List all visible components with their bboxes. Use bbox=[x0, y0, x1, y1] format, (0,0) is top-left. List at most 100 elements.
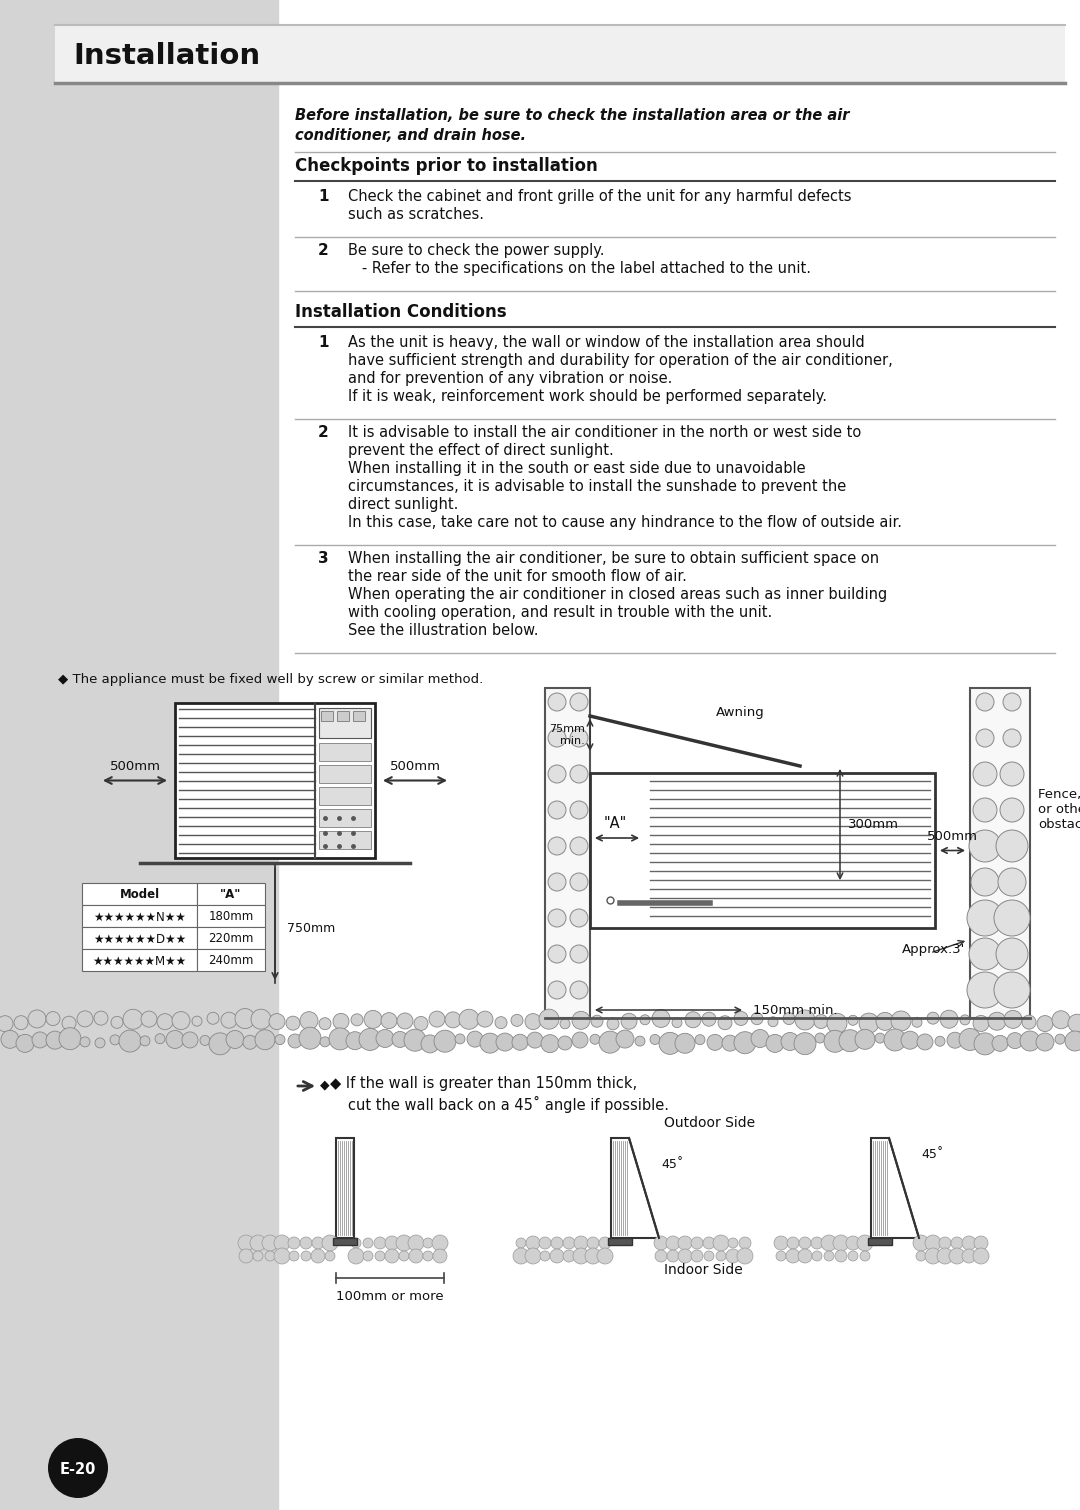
Circle shape bbox=[527, 1033, 543, 1048]
Circle shape bbox=[927, 1012, 939, 1024]
Text: Before installation, be sure to check the installation area or the air: Before installation, be sure to check th… bbox=[295, 109, 850, 122]
Circle shape bbox=[141, 1012, 157, 1027]
Circle shape bbox=[558, 1036, 572, 1049]
Circle shape bbox=[539, 1009, 559, 1030]
Circle shape bbox=[249, 1235, 266, 1250]
Circle shape bbox=[526, 1237, 540, 1250]
Circle shape bbox=[860, 1250, 870, 1261]
Circle shape bbox=[235, 1009, 255, 1028]
Circle shape bbox=[718, 1016, 732, 1030]
Circle shape bbox=[548, 800, 566, 818]
Circle shape bbox=[777, 1250, 786, 1261]
Circle shape bbox=[848, 1015, 858, 1025]
Circle shape bbox=[322, 1235, 338, 1250]
Circle shape bbox=[511, 1015, 523, 1027]
Circle shape bbox=[937, 1247, 953, 1264]
Circle shape bbox=[734, 1012, 748, 1025]
Circle shape bbox=[540, 1250, 550, 1261]
Circle shape bbox=[459, 1009, 480, 1030]
Circle shape bbox=[973, 1015, 989, 1031]
Circle shape bbox=[62, 1016, 76, 1030]
Circle shape bbox=[570, 982, 588, 1000]
Circle shape bbox=[976, 693, 994, 711]
Circle shape bbox=[445, 1012, 461, 1028]
Circle shape bbox=[384, 1249, 399, 1262]
Text: Check the cabinet and front grille of the unit for any harmful defects: Check the cabinet and front grille of th… bbox=[348, 189, 851, 204]
Circle shape bbox=[77, 1010, 93, 1027]
Circle shape bbox=[783, 1013, 795, 1025]
Circle shape bbox=[924, 1247, 941, 1264]
Bar bbox=[319, 809, 372, 827]
Circle shape bbox=[994, 972, 1030, 1009]
Circle shape bbox=[570, 729, 588, 747]
Circle shape bbox=[713, 1235, 729, 1250]
Text: 100mm or more: 100mm or more bbox=[336, 1290, 444, 1303]
Circle shape bbox=[301, 1250, 311, 1261]
Circle shape bbox=[786, 1249, 800, 1262]
Circle shape bbox=[262, 1235, 278, 1250]
Circle shape bbox=[495, 1016, 507, 1028]
Circle shape bbox=[243, 1036, 257, 1049]
Text: ★★★★★★D★★: ★★★★★★D★★ bbox=[93, 933, 186, 945]
Circle shape bbox=[329, 1028, 351, 1049]
Circle shape bbox=[827, 1013, 847, 1033]
Circle shape bbox=[374, 1237, 386, 1249]
Circle shape bbox=[548, 873, 566, 891]
Circle shape bbox=[348, 1247, 364, 1264]
Circle shape bbox=[696, 1034, 705, 1045]
Circle shape bbox=[548, 766, 566, 784]
Circle shape bbox=[1055, 1034, 1065, 1045]
Bar bbox=[82, 904, 197, 927]
Circle shape bbox=[238, 1235, 254, 1250]
Circle shape bbox=[157, 1013, 173, 1030]
Text: Installation: Installation bbox=[73, 42, 260, 69]
Circle shape bbox=[123, 1009, 143, 1030]
Circle shape bbox=[210, 1033, 231, 1055]
Circle shape bbox=[988, 1012, 1005, 1030]
Circle shape bbox=[967, 900, 1003, 936]
Circle shape bbox=[650, 1034, 660, 1045]
Circle shape bbox=[935, 1036, 945, 1046]
Circle shape bbox=[1068, 1015, 1080, 1033]
Circle shape bbox=[704, 1250, 714, 1261]
Bar bbox=[197, 948, 265, 971]
Circle shape bbox=[859, 1013, 879, 1033]
Circle shape bbox=[917, 1034, 933, 1049]
Text: When operating the air conditioner in closed areas such as inner building: When operating the air conditioner in cl… bbox=[348, 587, 888, 602]
Circle shape bbox=[1000, 797, 1024, 821]
Bar bbox=[319, 743, 372, 761]
Circle shape bbox=[275, 1034, 285, 1045]
Circle shape bbox=[590, 1034, 600, 1045]
Text: ◆: ◆ bbox=[320, 1078, 329, 1092]
Circle shape bbox=[994, 900, 1030, 936]
Circle shape bbox=[513, 1247, 529, 1264]
Text: Awning: Awning bbox=[716, 707, 765, 719]
Text: Fence, wall
or other
obstacle: Fence, wall or other obstacle bbox=[1038, 788, 1080, 831]
Text: conditioner, and drain hose.: conditioner, and drain hose. bbox=[295, 128, 526, 143]
Circle shape bbox=[384, 1237, 399, 1250]
Circle shape bbox=[967, 972, 1003, 1009]
Text: circumstances, it is advisable to install the sunshade to prevent the: circumstances, it is advisable to instal… bbox=[348, 479, 847, 494]
Text: Indoor Side: Indoor Side bbox=[664, 1262, 743, 1277]
Circle shape bbox=[363, 1238, 373, 1247]
Text: ◆ The appliance must be fixed well by screw or similar method.: ◆ The appliance must be fixed well by sc… bbox=[58, 673, 483, 686]
Circle shape bbox=[795, 1010, 815, 1030]
Circle shape bbox=[570, 909, 588, 927]
Circle shape bbox=[119, 1030, 141, 1052]
Circle shape bbox=[319, 1018, 330, 1030]
Bar bbox=[319, 831, 372, 849]
Bar bbox=[590, 773, 935, 929]
Circle shape bbox=[951, 1237, 963, 1249]
Circle shape bbox=[299, 1027, 321, 1049]
Bar bbox=[55, 26, 1065, 83]
Circle shape bbox=[548, 693, 566, 711]
Text: 500mm: 500mm bbox=[109, 760, 161, 773]
Circle shape bbox=[226, 1030, 244, 1048]
Text: 45˚: 45˚ bbox=[921, 1148, 943, 1161]
Text: 3: 3 bbox=[318, 551, 328, 566]
Circle shape bbox=[265, 1250, 275, 1261]
Circle shape bbox=[811, 1237, 823, 1249]
Circle shape bbox=[140, 1036, 150, 1046]
Text: 150mm min.: 150mm min. bbox=[753, 1004, 838, 1016]
Circle shape bbox=[539, 1237, 551, 1249]
